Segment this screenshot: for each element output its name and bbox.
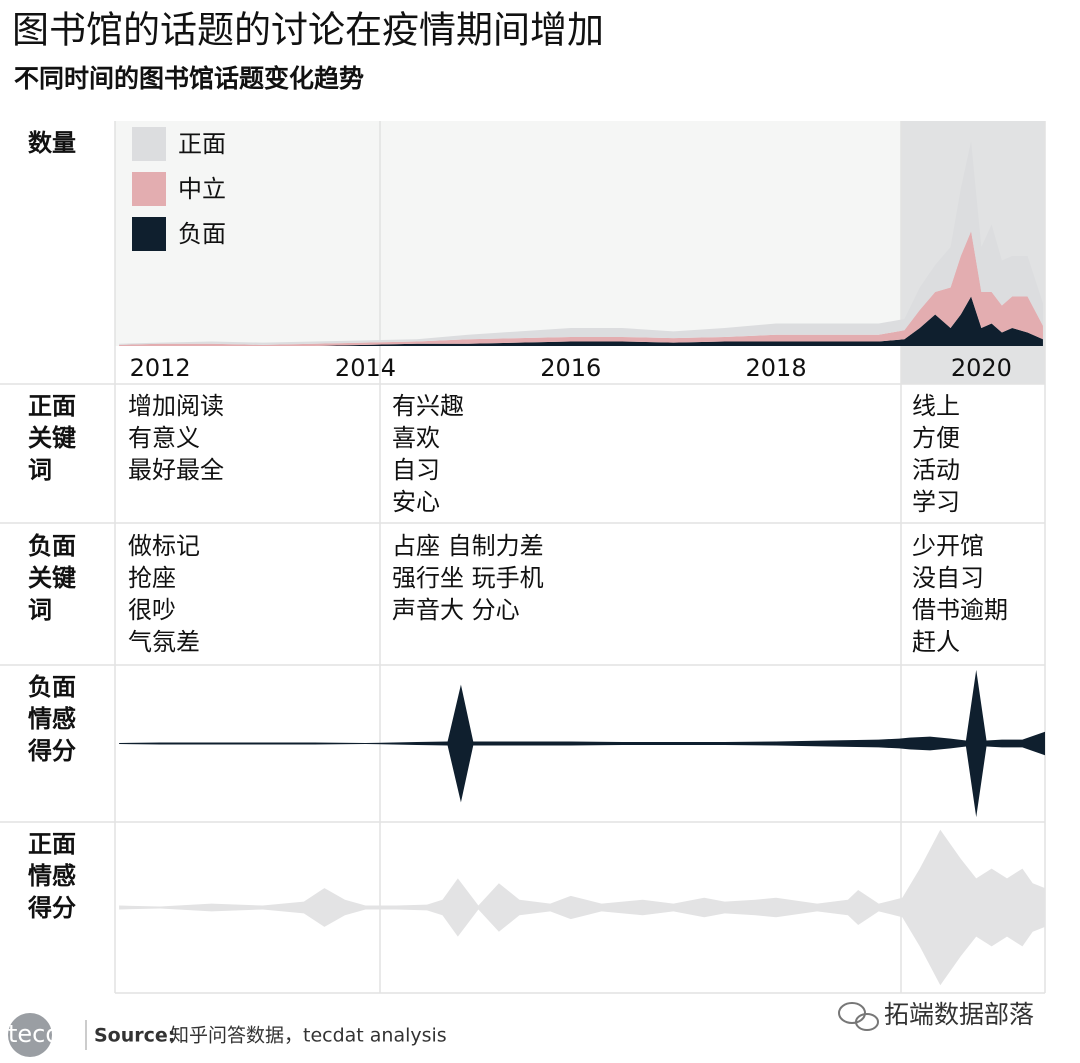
x-tick-label: 2012 (130, 354, 191, 382)
keyword: 喜欢 (392, 424, 440, 452)
row-label: 正面 (28, 830, 76, 858)
stream (119, 669, 1045, 818)
keyword: 线上 (912, 392, 960, 420)
watermark: 拓端数据部落 (884, 1000, 1034, 1029)
keyword: 少开馆 (912, 532, 984, 560)
legend-label: 正面 (178, 130, 226, 158)
keyword: 学习 (912, 488, 960, 516)
area (119, 296, 1043, 346)
legend-label: 中立 (178, 175, 226, 203)
keyword: 做标记 (128, 532, 200, 560)
x-tick-label: 2020 (951, 354, 1012, 382)
row-label: 关键 (28, 424, 76, 452)
x-tick-label: 2014 (335, 354, 396, 382)
row-label: 得分 (27, 894, 76, 922)
x-tick-label: 2018 (746, 354, 807, 382)
keyword: 气氛差 (128, 628, 200, 656)
row-label: 关键 (28, 564, 76, 592)
legend-swatch (132, 217, 166, 251)
stream (119, 829, 1045, 986)
subtitle: 不同时间的图书馆话题变化趋势 (14, 64, 364, 93)
keyword: 自习 (392, 456, 440, 484)
keyword: 抢座 (128, 564, 176, 592)
keyword: 活动 (912, 456, 960, 484)
source-label: Source: (94, 1025, 175, 1047)
row-label: 得分 (27, 737, 76, 765)
wechat-icon (838, 1002, 879, 1031)
keyword: 占座 自制力差 (392, 532, 544, 560)
keyword: 没自习 (912, 564, 984, 592)
table-lines (0, 121, 1046, 994)
row-label: 负面 (28, 532, 76, 560)
keyword: 有兴趣 (392, 392, 464, 420)
keyword: 安心 (392, 488, 440, 516)
legend-swatch (132, 172, 166, 206)
title: 图书馆的话题的讨论在疫情期间增加 (12, 9, 604, 52)
legend-swatch (132, 127, 166, 161)
row-label: 正面 (28, 392, 76, 420)
source-text: 知乎问答数据，tecdat analysis (170, 1025, 447, 1047)
legend-label: 负面 (178, 220, 226, 248)
keyword: 借书逾期 (912, 596, 1008, 624)
row-label: 情感 (28, 862, 76, 890)
keyword: 最好最全 (128, 456, 224, 484)
row-label: 数量 (28, 129, 76, 157)
keyword: 方便 (912, 424, 960, 452)
logo: tecdat (8, 1020, 85, 1048)
keyword: 很吵 (128, 596, 176, 624)
keyword: 增加阅读 (128, 392, 224, 420)
row-label: 词 (28, 596, 52, 624)
row-label: 词 (28, 456, 52, 484)
keyword: 声音大 分心 (392, 596, 520, 624)
keyword: 有意义 (128, 424, 200, 452)
keyword: 赶人 (912, 628, 960, 656)
plot-background (115, 121, 1045, 346)
logo-mark (8, 1013, 52, 1057)
row-label: 负面 (28, 673, 76, 701)
x-tick-label: 2016 (540, 354, 601, 382)
row-label: 情感 (28, 705, 76, 733)
keyword: 强行坐 玩手机 (392, 564, 544, 592)
